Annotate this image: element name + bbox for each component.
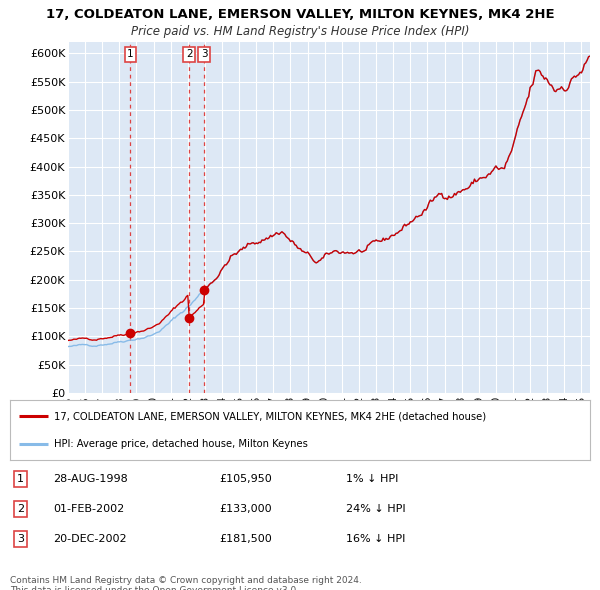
Text: HPI: Average price, detached house, Milton Keynes: HPI: Average price, detached house, Milt… [53,439,307,449]
Text: £133,000: £133,000 [219,504,271,514]
Text: 17, COLDEATON LANE, EMERSON VALLEY, MILTON KEYNES, MK4 2HE: 17, COLDEATON LANE, EMERSON VALLEY, MILT… [46,8,554,21]
Text: Price paid vs. HM Land Registry's House Price Index (HPI): Price paid vs. HM Land Registry's House … [131,25,469,38]
Text: £105,950: £105,950 [219,474,272,484]
Text: 1: 1 [127,50,134,59]
Text: 3: 3 [17,534,24,544]
Text: Contains HM Land Registry data © Crown copyright and database right 2024.
This d: Contains HM Land Registry data © Crown c… [10,576,362,590]
Text: 24% ↓ HPI: 24% ↓ HPI [346,504,406,514]
Text: £181,500: £181,500 [219,534,272,544]
Text: 3: 3 [201,50,208,59]
Text: 20-DEC-2002: 20-DEC-2002 [53,534,127,544]
Text: 1% ↓ HPI: 1% ↓ HPI [346,474,399,484]
Text: 2: 2 [17,504,24,514]
Text: 2: 2 [186,50,193,59]
Text: 16% ↓ HPI: 16% ↓ HPI [346,534,406,544]
Text: 01-FEB-2002: 01-FEB-2002 [53,504,125,514]
Text: 28-AUG-1998: 28-AUG-1998 [53,474,128,484]
Text: 17, COLDEATON LANE, EMERSON VALLEY, MILTON KEYNES, MK4 2HE (detached house): 17, COLDEATON LANE, EMERSON VALLEY, MILT… [53,411,485,421]
Text: 1: 1 [17,474,24,484]
